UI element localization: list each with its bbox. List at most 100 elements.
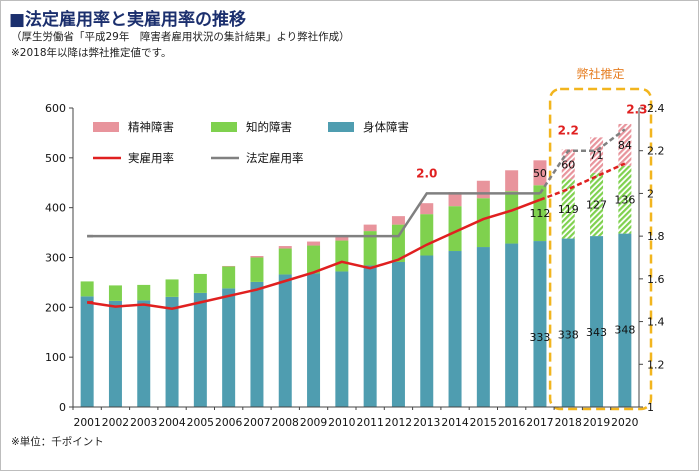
x-tick-label-2004: 2004 [158,417,186,429]
label-seishin-2017: 50 [533,167,547,180]
label-shintai-2020: 348 [614,324,635,337]
bar-seishin-2015 [476,180,490,199]
x-tick-label-2019: 2019 [583,417,610,429]
left-tick-label: 100 [45,351,66,364]
x-tick-label-2005: 2005 [187,417,214,429]
label-chiteki-2019: 127 [586,198,607,211]
label-chiteki-2020: 136 [614,194,635,207]
bar-chiteki-2004 [165,279,179,297]
label-shintai-2017: 333 [529,331,550,344]
bar-chiteki-2019 [590,172,604,237]
x-tick-label-2010: 2010 [328,417,355,429]
legal-rate-annotation-2018: 2.2 [558,124,579,138]
bar-shintai-2005 [193,292,207,407]
bar-shintai-2009 [307,273,321,407]
bar-chiteki-2015 [476,198,490,248]
bar-seishin-2013 [420,203,434,215]
bar-shintai-2015 [476,247,490,407]
bar-seishin-2010 [335,235,349,241]
bar-shintai-2010 [335,271,349,407]
x-tick-label-2015: 2015 [470,417,497,429]
actual-rate-line-estimate [539,162,626,202]
bar-shintai-2001 [80,296,94,407]
bar-seishin-2014 [448,192,462,207]
x-tick-label-2008: 2008 [272,417,299,429]
legal-rate-line-estimate [538,128,626,195]
x-tick-label-2006: 2006 [215,417,243,429]
label-seishin-2020: 84 [618,139,632,152]
legal-rate-annotation-2013: 2.0 [416,166,437,180]
x-tick-label-2020: 2020 [611,417,638,429]
bar-chiteki-2002 [108,285,122,301]
left-tick-label: 0 [59,401,66,414]
bar-shintai-2007 [250,281,264,407]
left-tick-label: 400 [45,202,66,215]
bar-shintai-2017 [533,241,547,407]
bar-shintai-2013 [420,255,434,407]
left-tick-label: 300 [45,252,66,265]
x-tick-label-2003: 2003 [130,417,157,429]
bar-seishin-2019 [590,137,604,173]
bar-seishin-2011 [363,224,377,232]
estimate-box-label: 弊社推定 [577,66,625,81]
bar-shintai-2014 [448,251,462,407]
x-tick-label-2009: 2009 [300,417,327,429]
right-tick-label: 2 [647,187,654,200]
legend-swatch-2 [211,122,237,132]
label-shintai-2019: 343 [586,326,607,339]
bar-chiteki-2010 [335,240,349,272]
bar-chiteki-2007 [250,257,264,282]
legend-swatch-1 [93,122,119,132]
right-tick-label: 1.6 [647,273,665,286]
right-tick-label: 1.4 [647,316,665,329]
bar-chiteki-2008 [278,248,292,275]
label-shintai-2018: 338 [558,329,579,342]
bar-seishin-2008 [278,246,292,249]
bar-chiteki-2014 [448,206,462,252]
left-tick-label: 600 [45,102,66,115]
bar-seishin-2020 [618,123,632,166]
unit-note: ※単位：千ポイント [11,436,104,448]
legend-swatch-3 [328,122,354,132]
x-tick-label-2017: 2017 [526,417,553,429]
x-tick-label-2001: 2001 [74,417,101,429]
bar-seishin-2012 [391,216,405,225]
legend-label-1: 精神障害 [128,120,174,134]
bar-shintai-2012 [391,261,405,407]
bar-seishin-2009 [307,241,321,246]
right-tick-label: 1.2 [647,358,665,371]
x-tick-label-2011: 2011 [357,417,384,429]
left-tick-label: 200 [45,301,66,314]
bar-chiteki-2012 [391,224,405,262]
label-seishin-2018: 60 [561,158,575,171]
x-tick-label-2014: 2014 [441,417,469,429]
bar-shintai-2004 [165,296,179,407]
bar-chiteki-2001 [80,281,94,297]
bar-chiteki-2020 [618,165,632,234]
bar-seishin-2016 [505,170,519,192]
bar-chiteki-2013 [420,214,434,256]
bar-chiteki-2005 [193,273,207,293]
x-tick-label-2007: 2007 [243,417,270,429]
legal-rate-annotation-2020: 2.3 [626,102,647,116]
x-tick-label-2002: 2002 [102,417,129,429]
bar-shintai-2003 [137,300,151,407]
actual-rate-line [86,198,541,311]
bar-chiteki-2016 [505,191,519,244]
x-tick-label-2018: 2018 [555,417,582,429]
x-tick-label-2012: 2012 [385,417,412,429]
legal-rate-line [87,192,540,238]
left-tick-label: 500 [45,152,66,165]
right-tick-label: 2.2 [647,145,665,158]
x-tick-label-2016: 2016 [498,417,526,429]
x-tick-label-2013: 2013 [413,417,440,429]
bar-shintai-2011 [363,265,377,407]
bar-shintai-2018 [561,238,575,407]
label-chiteki-2018: 119 [558,203,579,216]
bar-chiteki-2003 [137,284,151,301]
bar-seishin-2007 [250,256,264,258]
bar-seishin-2017 [533,160,547,186]
legend-label-2: 知的障害 [246,120,292,134]
